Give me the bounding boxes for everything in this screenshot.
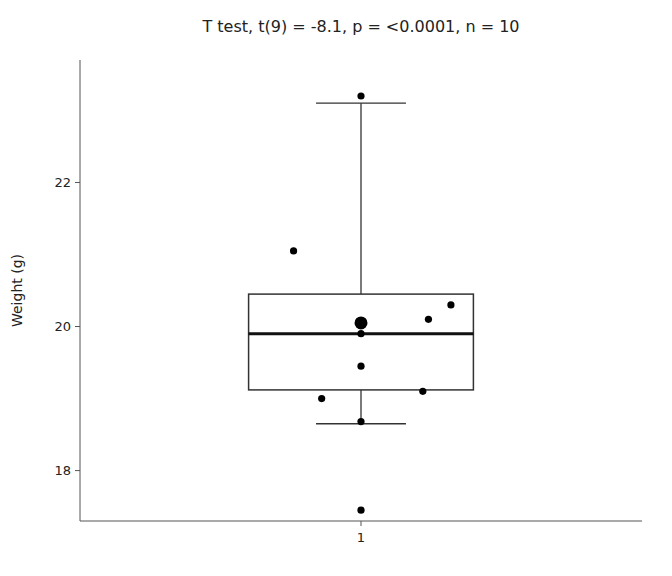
y-tick (75, 182, 80, 183)
data-point (290, 247, 297, 254)
whisker-cap-high (316, 103, 406, 104)
data-point (357, 418, 364, 425)
y-tick (75, 470, 80, 471)
y-axis-label: Weight (g) (9, 254, 25, 327)
y-axis-line (80, 60, 81, 521)
title: T test, t(9) = -8.1, p = <0.0001, n = 10 (201, 17, 519, 36)
outlier-point (357, 92, 364, 99)
box (249, 294, 474, 390)
data-point (357, 507, 364, 514)
data-point (419, 388, 426, 395)
whisker-high (360, 103, 361, 294)
y-tick-label: 20 (54, 319, 71, 334)
mean-point (355, 316, 368, 329)
y-tick-label: 18 (54, 463, 71, 478)
x-tick (361, 521, 362, 526)
data-point (447, 301, 454, 308)
y-tick (75, 326, 80, 327)
plot-area (249, 92, 474, 513)
x-tick-label: 1 (357, 530, 365, 545)
data-point (425, 316, 432, 323)
chart: T test, t(9) = -8.1, p = <0.0001, n = 10… (0, 0, 672, 576)
data-point (357, 363, 364, 370)
y-tick-label: 22 (54, 175, 71, 190)
data-point (318, 395, 325, 402)
data-point (357, 330, 364, 337)
